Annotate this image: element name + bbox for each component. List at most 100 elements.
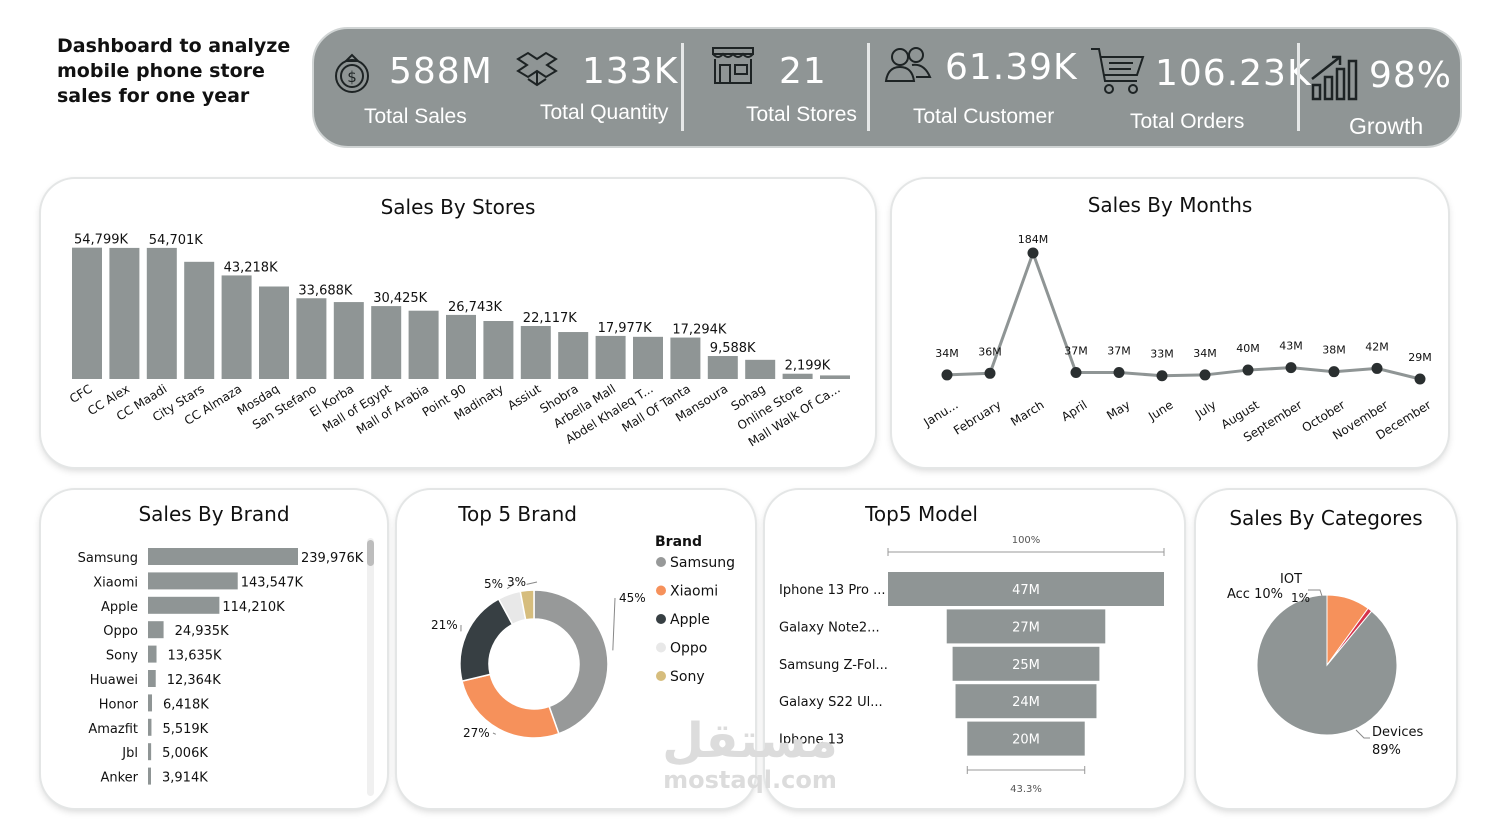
store-data-label: 43,218K [224, 260, 278, 275]
month-tick-label: May [1104, 398, 1132, 423]
sales-by-brand-title: Sales By Brand [138, 502, 290, 526]
month-data-label: 33M [1150, 348, 1174, 361]
kpi-separator [1297, 43, 1300, 131]
brand-bar [148, 767, 151, 785]
funnel-data-label: 24M [1012, 695, 1040, 710]
top5-model-chart: 100% 47M Iphone 13 Pro ... 27M Galaxy Note2.… [779, 535, 1165, 795]
donut-data-label: 21% [431, 618, 458, 632]
brand-bar [148, 645, 157, 663]
brand-bar [148, 743, 152, 761]
month-point [1242, 364, 1254, 376]
category-leader-line [1308, 589, 1323, 597]
top5-brand-card: Top 5 Brand 45% 27% 21% 5% 3% Brand Samsung Xia… [397, 490, 755, 808]
month-data-label: 184M [1018, 233, 1049, 246]
store-data-label: 33,688K [298, 283, 352, 298]
store-bar [371, 306, 402, 379]
category-label-devices: Devices [1372, 725, 1423, 740]
funnel-bottom-percent: 43.3% [1010, 784, 1042, 795]
brand-tick-label: Apple [101, 600, 138, 615]
top5-model-card: Top5 Model 100% 47M Iphone 13 Pro ... 27M Ga… [765, 490, 1184, 808]
brand-tick-label: Oppo [103, 624, 138, 639]
top5-brand-chart: 45% 27% 21% 5% 3% Brand Samsung Xiaomi Apple Oppo… [431, 534, 735, 740]
funnel-tick-label: Iphone 13 [779, 733, 844, 748]
brand-data-label: 114,210K [222, 600, 285, 615]
brand-tick-label: Huawei [90, 673, 138, 688]
sales-by-months-title: Sales By Months [1087, 193, 1253, 217]
store-bar [483, 321, 514, 379]
kpi-total-stores-value: 21 [779, 51, 827, 92]
legend-item: Samsung [670, 555, 735, 571]
month-point [941, 369, 953, 381]
month-data-label: 37M [1064, 344, 1088, 357]
store-bar [184, 261, 215, 379]
month-tick-label: April [1059, 398, 1090, 424]
month-data-label: 42M [1365, 340, 1389, 353]
shopping-cart-icon [1089, 45, 1145, 102]
brand-scrollbar-track[interactable] [367, 538, 374, 796]
donut-data-label: 45% [619, 591, 646, 605]
store-bar [820, 375, 850, 379]
donut-leader-line [612, 597, 616, 651]
funnel-top-bracket [887, 548, 1165, 556]
category-percent-iot: 1% [1291, 591, 1310, 605]
month-point [1371, 362, 1383, 374]
store-bar [109, 247, 140, 379]
store-bar [408, 310, 439, 379]
funnel-bar [967, 721, 1085, 756]
month-tick-label: June [1145, 398, 1175, 424]
kpi-total-quantity-label: Total Quantity [540, 101, 669, 124]
month-point [1199, 369, 1211, 381]
brand-bar [148, 670, 156, 687]
watermark-arabic: مستقل [662, 713, 838, 769]
month-data-label: 34M [935, 347, 959, 360]
donut-data-label: 3% [507, 575, 526, 589]
brand-scrollbar-thumb[interactable] [367, 540, 374, 566]
store-bar [333, 302, 364, 379]
kpi-bar: $ 588M Total Sales 133K Total Quantity 2… [312, 27, 1462, 148]
kpi-total-customer-value: 61.39K [945, 47, 1078, 88]
top5-model-title: Top5 Model [865, 502, 978, 526]
store-data-label: 54,799K [74, 233, 128, 248]
customers-icon [884, 45, 932, 90]
brand-tick-label: Sony [106, 649, 138, 664]
month-point [1070, 366, 1082, 378]
legend-marker [656, 671, 666, 681]
month-data-label: 34M [1193, 347, 1217, 360]
brand-data-label: 5,006K [162, 746, 208, 761]
kpi-total-sales-label: Total Sales [364, 105, 467, 128]
kpi-total-stores-label: Total Stores [746, 103, 857, 126]
month-point [1113, 366, 1125, 378]
sales-by-months-chart: 34MJanu...36MFebruary184MMarch37MApril37… [920, 233, 1433, 445]
kpi-total-sales-value: 588M [389, 51, 493, 92]
legend-marker [656, 557, 666, 567]
funnel-data-label: 47M [1012, 583, 1040, 598]
kpi-separator [867, 43, 870, 131]
brand-bar [148, 596, 220, 614]
store-icon [710, 45, 756, 92]
funnel-data-label: 25M [1012, 658, 1040, 673]
month-tick-label: February [951, 398, 1004, 438]
store-bar [221, 275, 252, 379]
store-bar [670, 337, 701, 379]
store-bar [633, 336, 663, 379]
funnel-tick-label: Samsung Z-Fol... [779, 658, 888, 673]
store-bar [259, 286, 289, 379]
brand-tick-label: Samsung [78, 551, 138, 566]
legend-marker [656, 585, 666, 596]
donut-leader-line [526, 581, 538, 585]
store-data-label: 22,117K [523, 311, 577, 326]
money-bag-icon: $ [332, 53, 372, 100]
kpi-total-quantity-value: 133K [582, 51, 679, 92]
category-leader-line [1355, 729, 1370, 739]
brand-data-label: 24,935K [175, 624, 229, 639]
sales-by-categores-title: Sales By Categores [1229, 506, 1423, 530]
sales-by-brand-card: Sales By Brand Samsung 239,976K Xiaomi 143,… [41, 490, 387, 808]
store-bar [72, 247, 102, 379]
store-data-label: 26,743K [448, 300, 502, 315]
brand-tick-label: Amazfit [88, 722, 138, 737]
legend-item: Oppo [670, 641, 707, 657]
brand-bar [148, 621, 164, 639]
store-data-label: 17,294K [672, 323, 726, 338]
funnel-bar [955, 684, 1097, 719]
